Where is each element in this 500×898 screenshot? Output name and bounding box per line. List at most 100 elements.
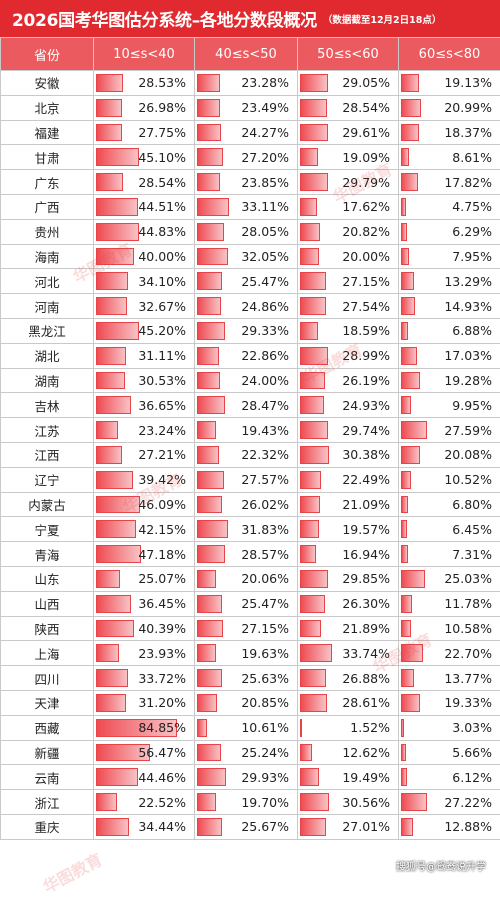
percent-value: 29.61% — [342, 121, 390, 145]
data-bar — [401, 198, 406, 216]
percent-value: 27.21% — [138, 443, 186, 467]
percent-cell: 31.20% — [94, 690, 195, 715]
percent-value: 19.57% — [342, 517, 390, 541]
percent-cell: 29.79% — [298, 170, 399, 195]
percent-value: 19.28% — [444, 369, 492, 393]
percent-cell: 13.29% — [399, 269, 500, 294]
data-bar — [96, 372, 125, 390]
data-bar — [401, 372, 420, 390]
percent-cell: 32.67% — [94, 294, 195, 319]
percent-value: 18.37% — [444, 121, 492, 145]
percent-cell: 32.05% — [195, 244, 298, 269]
data-bar — [300, 545, 316, 563]
province-cell: 天津 — [1, 690, 94, 715]
percent-cell: 29.85% — [298, 566, 399, 591]
data-bar — [197, 446, 219, 464]
province-cell: 重庆 — [1, 814, 94, 839]
province-cell: 山西 — [1, 591, 94, 616]
percent-cell: 56.47% — [94, 740, 195, 765]
percent-cell: 25.47% — [195, 591, 298, 616]
percent-value: 25.47% — [241, 592, 289, 616]
data-bar — [197, 818, 222, 836]
percent-cell: 28.54% — [298, 95, 399, 120]
percent-cell: 28.47% — [195, 393, 298, 418]
percent-cell: 19.09% — [298, 145, 399, 170]
percent-cell: 28.54% — [94, 170, 195, 195]
data-bar — [96, 595, 131, 613]
data-bar — [197, 297, 221, 315]
percent-cell: 7.31% — [399, 542, 500, 567]
data-bar — [401, 620, 411, 638]
percent-cell: 19.63% — [195, 641, 298, 666]
percent-cell: 26.88% — [298, 666, 399, 691]
data-bar — [401, 446, 420, 464]
percent-cell: 40.00% — [94, 244, 195, 269]
percent-value: 14.93% — [444, 294, 492, 318]
percent-cell: 27.22% — [399, 790, 500, 815]
percent-cell: 28.05% — [195, 219, 298, 244]
percent-value: 20.06% — [241, 567, 289, 591]
header-row: 省份 10≤s<40 40≤s<50 50≤s<60 60≤s<80 — [1, 38, 500, 71]
data-bar — [401, 669, 414, 687]
percent-cell: 31.11% — [94, 343, 195, 368]
province-cell: 浙江 — [1, 790, 94, 815]
data-bar — [401, 694, 420, 712]
province-cell: 辽宁 — [1, 467, 94, 492]
header-range-50-60: 50≤s<60 — [298, 38, 399, 71]
data-bar — [401, 421, 427, 439]
percent-cell: 14.93% — [399, 294, 500, 319]
data-bar — [96, 520, 136, 538]
percent-value: 4.75% — [452, 195, 492, 219]
percent-cell: 16.94% — [298, 542, 399, 567]
percent-value: 29.85% — [342, 567, 390, 591]
province-cell: 陕西 — [1, 616, 94, 641]
percent-value: 27.75% — [138, 121, 186, 145]
data-bar — [300, 173, 328, 191]
data-bar — [96, 496, 140, 514]
percent-cell: 12.88% — [399, 814, 500, 839]
data-bar — [401, 471, 411, 489]
province-cell: 甘肃 — [1, 145, 94, 170]
percent-cell: 18.37% — [399, 120, 500, 145]
data-bar — [401, 272, 414, 290]
percent-value: 28.53% — [138, 71, 186, 95]
percent-cell: 23.49% — [195, 95, 298, 120]
data-bar — [300, 74, 328, 92]
header-province: 省份 — [1, 38, 94, 71]
percent-cell: 27.59% — [399, 418, 500, 443]
percent-cell: 26.98% — [94, 95, 195, 120]
percent-value: 44.83% — [138, 220, 186, 244]
percent-cell: 20.06% — [195, 566, 298, 591]
percent-value: 46.09% — [138, 493, 186, 517]
province-cell: 山东 — [1, 566, 94, 591]
data-bar — [300, 595, 325, 613]
data-bar — [96, 545, 141, 563]
province-cell: 内蒙古 — [1, 492, 94, 517]
percent-value: 28.54% — [138, 170, 186, 194]
percent-value: 31.11% — [138, 344, 186, 368]
data-bar — [300, 272, 326, 290]
percent-value: 17.03% — [444, 344, 492, 368]
percent-value: 27.15% — [342, 269, 390, 293]
data-bar — [197, 272, 222, 290]
data-bar — [96, 421, 118, 439]
data-bar — [300, 297, 326, 315]
percent-cell: 19.13% — [399, 71, 500, 96]
percent-value: 6.12% — [452, 765, 492, 789]
percent-value: 28.54% — [342, 96, 390, 120]
percent-value: 9.95% — [452, 393, 492, 417]
data-bar — [96, 173, 123, 191]
percent-cell: 12.62% — [298, 740, 399, 765]
percent-value: 40.00% — [138, 245, 186, 269]
percent-value: 28.05% — [241, 220, 289, 244]
percent-cell: 30.38% — [298, 442, 399, 467]
percent-cell: 25.03% — [399, 566, 500, 591]
province-cell: 海南 — [1, 244, 94, 269]
